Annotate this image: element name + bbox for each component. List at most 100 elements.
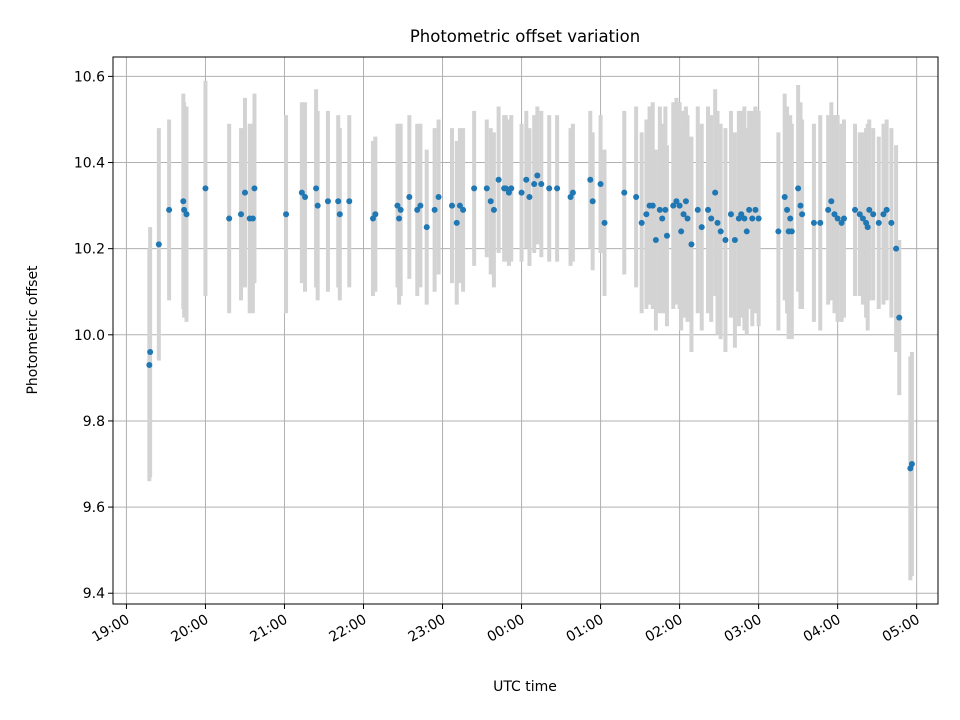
plot-frame [112, 56, 939, 605]
data-point [166, 206, 173, 213]
data-point [336, 211, 343, 218]
data-point [183, 211, 190, 218]
data-point [722, 237, 729, 244]
data-point [746, 206, 753, 213]
data-point [554, 185, 561, 192]
data-point [656, 206, 663, 213]
data-point [864, 224, 871, 231]
x-axis-label: UTC time [493, 679, 557, 695]
data-point [502, 185, 509, 192]
data-point [731, 237, 738, 244]
data-point [888, 219, 895, 226]
data-point [698, 224, 705, 231]
data-point [534, 172, 541, 179]
y-tick-label: 10.4 [74, 156, 105, 172]
data-point [682, 198, 689, 205]
data-point [673, 198, 680, 205]
data-point [676, 202, 683, 209]
data-point [324, 198, 331, 205]
data-point [431, 206, 438, 213]
y-tick-label: 10.6 [74, 69, 105, 85]
data-point [880, 211, 887, 218]
data-point [546, 185, 553, 192]
data-point [335, 198, 342, 205]
data-point [652, 237, 659, 244]
data-point [538, 181, 545, 188]
data-point [787, 215, 794, 222]
data-point [314, 202, 321, 209]
data-point [817, 219, 824, 226]
data-point [738, 211, 745, 218]
data-point [755, 215, 762, 222]
data-point [784, 206, 791, 213]
data-point [589, 198, 596, 205]
data-point [795, 185, 802, 192]
data-point [396, 215, 403, 222]
data-point [896, 314, 903, 321]
data-point [601, 219, 608, 226]
y-tick-label: 9.4 [83, 586, 105, 602]
data-point [749, 215, 756, 222]
data-point [449, 202, 456, 209]
data-point [283, 211, 290, 218]
data-point [775, 228, 782, 235]
y-tick-label: 10.0 [74, 328, 105, 344]
data-point [417, 202, 424, 209]
data-point [633, 193, 640, 200]
data-point [241, 189, 248, 196]
data-point [680, 211, 687, 218]
data-point [460, 206, 467, 213]
data-point [810, 219, 817, 226]
data-point [526, 193, 533, 200]
data-point [852, 206, 859, 213]
data-point [508, 185, 515, 192]
data-point [238, 211, 245, 218]
data-point [694, 206, 701, 213]
data-point [394, 202, 401, 209]
data-point [781, 193, 788, 200]
data-point [705, 206, 712, 213]
data-point [587, 176, 594, 183]
data-point [249, 215, 256, 222]
data-point [688, 241, 695, 248]
data-point [797, 202, 804, 209]
data-point [870, 211, 877, 218]
data-point [643, 211, 650, 218]
data-point [799, 211, 806, 218]
data-point [487, 198, 494, 205]
data-point [435, 193, 442, 200]
data-point [471, 185, 478, 192]
data-point [831, 211, 838, 218]
data-point [662, 206, 669, 213]
data-point [302, 193, 309, 200]
data-point [313, 185, 320, 192]
data-point [883, 206, 890, 213]
data-point [684, 215, 691, 222]
data-point [741, 215, 748, 222]
data-point [752, 206, 759, 213]
data-point [834, 215, 841, 222]
data-point [828, 198, 835, 205]
data-point [518, 189, 525, 196]
data-point [670, 202, 677, 209]
data-point [663, 232, 670, 239]
data-point [456, 202, 463, 209]
data-point [155, 241, 162, 248]
data-point [708, 215, 715, 222]
data-point [621, 189, 628, 196]
data-point [743, 228, 750, 235]
data-point [569, 189, 576, 196]
data-point [856, 211, 863, 218]
data-point [875, 219, 882, 226]
data-point [714, 219, 721, 226]
data-point [406, 193, 413, 200]
data-point [495, 176, 502, 183]
data-point [717, 228, 724, 235]
data-point [453, 219, 460, 226]
data-point [423, 224, 430, 231]
y-axis-ticks: 9.4 9.6 9.8 10.0 10.2 10.4 10.6 [74, 69, 113, 602]
data-point [346, 198, 353, 205]
data-point [893, 245, 900, 252]
data-points [146, 172, 915, 472]
